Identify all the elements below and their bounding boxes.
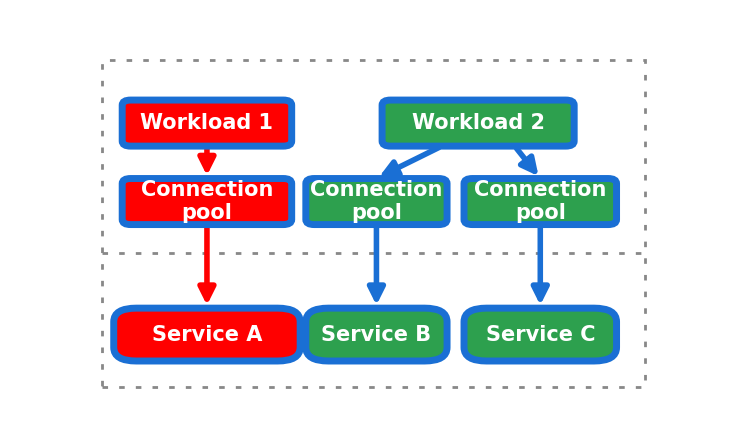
- FancyBboxPatch shape: [306, 179, 447, 225]
- FancyBboxPatch shape: [122, 100, 292, 146]
- FancyBboxPatch shape: [464, 308, 617, 361]
- FancyBboxPatch shape: [122, 179, 292, 225]
- Text: Connection
pool: Connection pool: [141, 180, 273, 223]
- Text: Connection
pool: Connection pool: [474, 180, 607, 223]
- FancyBboxPatch shape: [464, 179, 617, 225]
- Text: Connection
pool: Connection pool: [311, 180, 443, 223]
- FancyBboxPatch shape: [382, 100, 574, 146]
- Text: Workload 2: Workload 2: [412, 113, 545, 133]
- FancyBboxPatch shape: [306, 308, 447, 361]
- FancyBboxPatch shape: [114, 308, 300, 361]
- Text: Workload 1: Workload 1: [141, 113, 273, 133]
- Text: Service A: Service A: [152, 325, 262, 345]
- Text: Service B: Service B: [321, 325, 432, 345]
- Text: Service C: Service C: [486, 325, 595, 345]
